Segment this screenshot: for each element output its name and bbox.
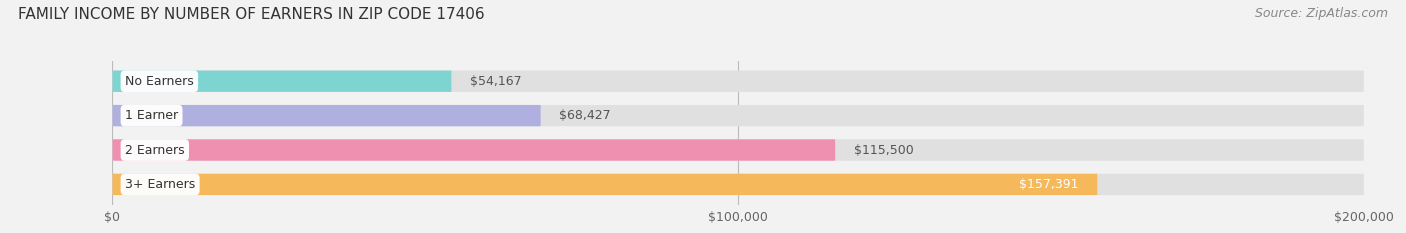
FancyBboxPatch shape [112,139,835,161]
Text: 3+ Earners: 3+ Earners [125,178,195,191]
FancyBboxPatch shape [112,71,1364,92]
FancyBboxPatch shape [112,105,1364,126]
FancyBboxPatch shape [112,105,541,126]
Text: $54,167: $54,167 [470,75,522,88]
Text: Source: ZipAtlas.com: Source: ZipAtlas.com [1254,7,1388,20]
FancyBboxPatch shape [112,139,1364,161]
Text: 1 Earner: 1 Earner [125,109,179,122]
Text: $157,391: $157,391 [1019,178,1078,191]
FancyBboxPatch shape [112,174,1364,195]
Text: 2 Earners: 2 Earners [125,144,184,157]
Text: FAMILY INCOME BY NUMBER OF EARNERS IN ZIP CODE 17406: FAMILY INCOME BY NUMBER OF EARNERS IN ZI… [18,7,485,22]
Text: $68,427: $68,427 [560,109,612,122]
Text: $115,500: $115,500 [853,144,914,157]
Text: No Earners: No Earners [125,75,194,88]
FancyBboxPatch shape [112,174,1097,195]
FancyBboxPatch shape [112,71,451,92]
